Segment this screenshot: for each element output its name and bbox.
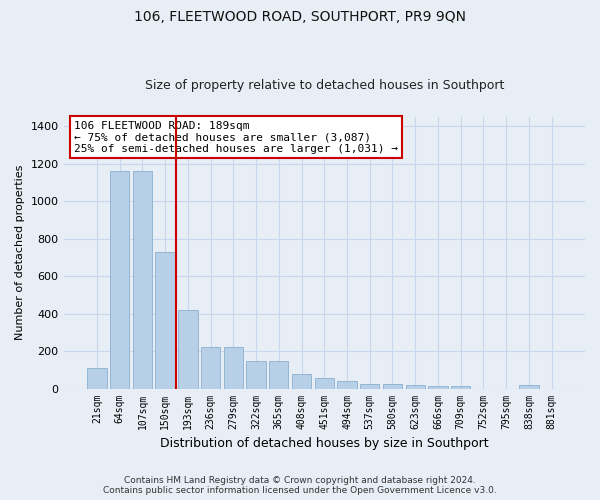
Text: Contains HM Land Registry data © Crown copyright and database right 2024.
Contai: Contains HM Land Registry data © Crown c… [103, 476, 497, 495]
Text: 106, FLEETWOOD ROAD, SOUTHPORT, PR9 9QN: 106, FLEETWOOD ROAD, SOUTHPORT, PR9 9QN [134, 10, 466, 24]
Bar [292, 374, 311, 388]
Bar [519, 385, 539, 388]
Bar [383, 384, 402, 388]
Bar [269, 361, 289, 388]
Bar [201, 348, 220, 389]
Bar [337, 380, 356, 388]
Bar [178, 310, 197, 388]
Text: 106 FLEETWOOD ROAD: 189sqm
← 75% of detached houses are smaller (3,087)
25% of s: 106 FLEETWOOD ROAD: 189sqm ← 75% of deta… [74, 121, 398, 154]
Bar [155, 252, 175, 388]
Bar [360, 384, 379, 388]
Title: Size of property relative to detached houses in Southport: Size of property relative to detached ho… [145, 79, 504, 92]
Bar [428, 386, 448, 388]
Bar [133, 171, 152, 388]
X-axis label: Distribution of detached houses by size in Southport: Distribution of detached houses by size … [160, 437, 488, 450]
Bar [314, 378, 334, 388]
Bar [247, 361, 266, 388]
Bar [87, 368, 107, 388]
Y-axis label: Number of detached properties: Number of detached properties [15, 165, 25, 340]
Bar [406, 385, 425, 388]
Bar [110, 171, 130, 388]
Bar [451, 386, 470, 388]
Bar [224, 348, 243, 389]
